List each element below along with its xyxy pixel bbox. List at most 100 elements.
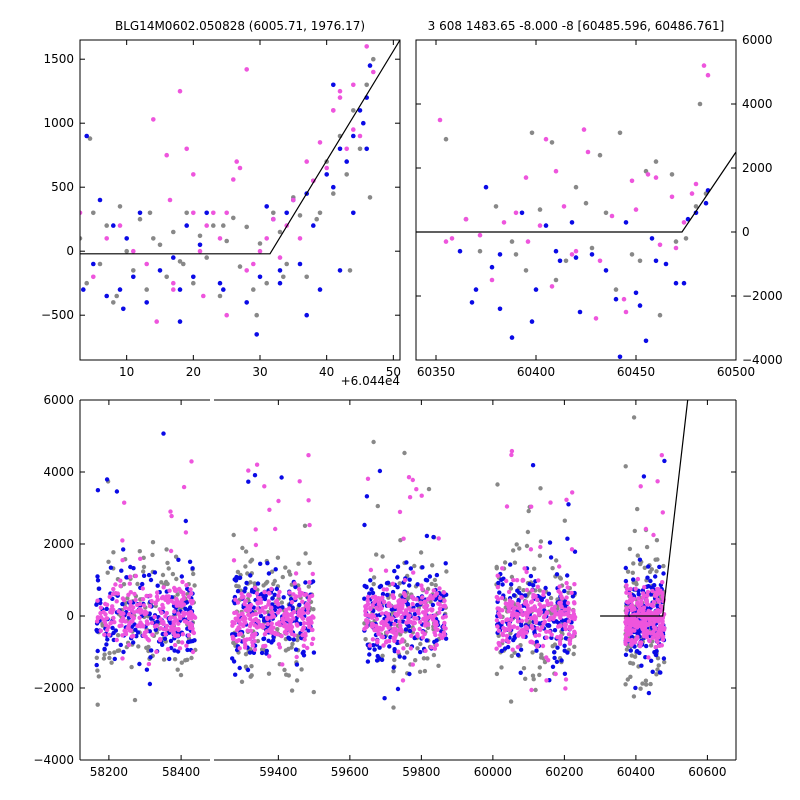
data-point-pink xyxy=(111,586,116,592)
data-point-pink xyxy=(510,610,515,615)
data-point-gray xyxy=(402,450,407,456)
data-point-pink xyxy=(310,636,316,641)
data-point-pink xyxy=(297,479,302,484)
data-point-pink xyxy=(403,608,409,613)
data-point-pink xyxy=(186,633,191,638)
data-point-pink xyxy=(437,586,442,591)
data-point-pink xyxy=(128,603,133,608)
data-point-blue xyxy=(392,649,397,654)
data-point-gray xyxy=(289,688,295,693)
data-point-blue xyxy=(489,264,495,270)
data-point-blue xyxy=(351,210,356,216)
data-point-gray xyxy=(279,600,284,605)
data-point-pink xyxy=(181,610,186,616)
data-point-gray xyxy=(573,184,579,190)
data-point-blue xyxy=(641,474,647,479)
data-point-pink xyxy=(370,603,375,608)
data-point-pink xyxy=(149,620,155,626)
data-point-gray xyxy=(523,676,528,681)
data-point-pink xyxy=(301,643,306,648)
data-point-pink xyxy=(365,620,370,625)
data-point-pink xyxy=(254,591,260,596)
data-point-pink xyxy=(140,586,145,591)
data-point-pink xyxy=(120,538,125,543)
data-point-blue xyxy=(303,580,308,585)
data-point-blue xyxy=(255,581,261,586)
data-point-pink xyxy=(140,597,146,602)
data-point-gray xyxy=(657,312,663,318)
data-point-pink xyxy=(549,284,555,289)
data-point-blue xyxy=(443,636,449,641)
data-point-blue xyxy=(324,172,330,177)
data-point-gray xyxy=(597,152,603,158)
data-point-pink xyxy=(441,590,447,595)
data-point-pink xyxy=(547,629,552,634)
data-point-pink xyxy=(293,596,298,601)
data-point-pink xyxy=(204,223,209,228)
data-point-blue xyxy=(152,570,158,575)
data-point-blue xyxy=(559,658,564,663)
data-point-gray xyxy=(281,274,286,280)
data-point-blue xyxy=(497,306,503,312)
data-point-pink xyxy=(137,601,143,607)
data-point-blue xyxy=(183,606,188,611)
data-point-gray xyxy=(418,550,424,555)
data-point-gray xyxy=(192,583,197,588)
data-point-blue xyxy=(634,649,640,654)
data-point-blue xyxy=(235,589,241,594)
data-point-pink xyxy=(294,654,299,660)
data-point-pink xyxy=(184,146,189,152)
data-point-pink xyxy=(245,628,250,633)
data-point-pink xyxy=(526,608,531,613)
data-point-gray xyxy=(137,549,142,554)
data-point-pink xyxy=(171,287,176,292)
data-point-blue xyxy=(94,662,99,668)
data-point-blue xyxy=(217,280,223,286)
data-point-pink xyxy=(237,165,243,171)
data-point-blue xyxy=(533,287,539,292)
data-point-pink xyxy=(289,600,295,605)
data-point-pink xyxy=(655,586,660,592)
data-point-gray xyxy=(255,638,261,644)
data-point-pink xyxy=(257,596,262,601)
data-point-gray xyxy=(508,699,514,704)
data-point-blue xyxy=(557,258,563,264)
data-point-blue xyxy=(247,650,253,655)
data-point-gray xyxy=(243,664,249,669)
data-point-pink xyxy=(633,207,639,212)
data-point-blue xyxy=(546,591,552,596)
data-point-gray xyxy=(627,546,633,552)
data-point-gray xyxy=(391,705,396,710)
data-point-gray xyxy=(443,136,449,142)
data-point-pink xyxy=(423,648,428,653)
data-point-gray xyxy=(527,619,532,625)
axes-frame xyxy=(79,39,401,361)
data-point-pink xyxy=(441,624,447,630)
data-point-pink xyxy=(660,590,665,596)
data-point-pink xyxy=(252,647,258,652)
data-point-gray xyxy=(683,236,689,241)
data-point-pink xyxy=(625,617,630,622)
data-point-pink xyxy=(407,613,412,618)
data-point-blue xyxy=(95,648,100,654)
data-point-gray xyxy=(177,259,183,264)
data-point-pink xyxy=(410,662,415,667)
data-point-blue xyxy=(259,650,265,656)
data-point-gray xyxy=(124,248,129,254)
data-point-pink xyxy=(501,625,506,631)
data-point-blue xyxy=(681,280,687,286)
data-point-pink xyxy=(529,504,534,509)
data-point-pink xyxy=(305,610,310,615)
data-point-blue xyxy=(279,475,284,480)
data-point-pink xyxy=(629,642,634,647)
data-point-blue xyxy=(273,567,278,572)
data-point-gray xyxy=(254,312,259,318)
data-point-gray xyxy=(521,588,526,593)
data-point-gray xyxy=(415,646,420,651)
data-point-pink xyxy=(557,610,562,615)
data-point-pink xyxy=(540,625,545,630)
data-point-pink xyxy=(524,618,529,623)
data-point-pink xyxy=(376,596,381,601)
data-point-pink xyxy=(165,600,171,605)
